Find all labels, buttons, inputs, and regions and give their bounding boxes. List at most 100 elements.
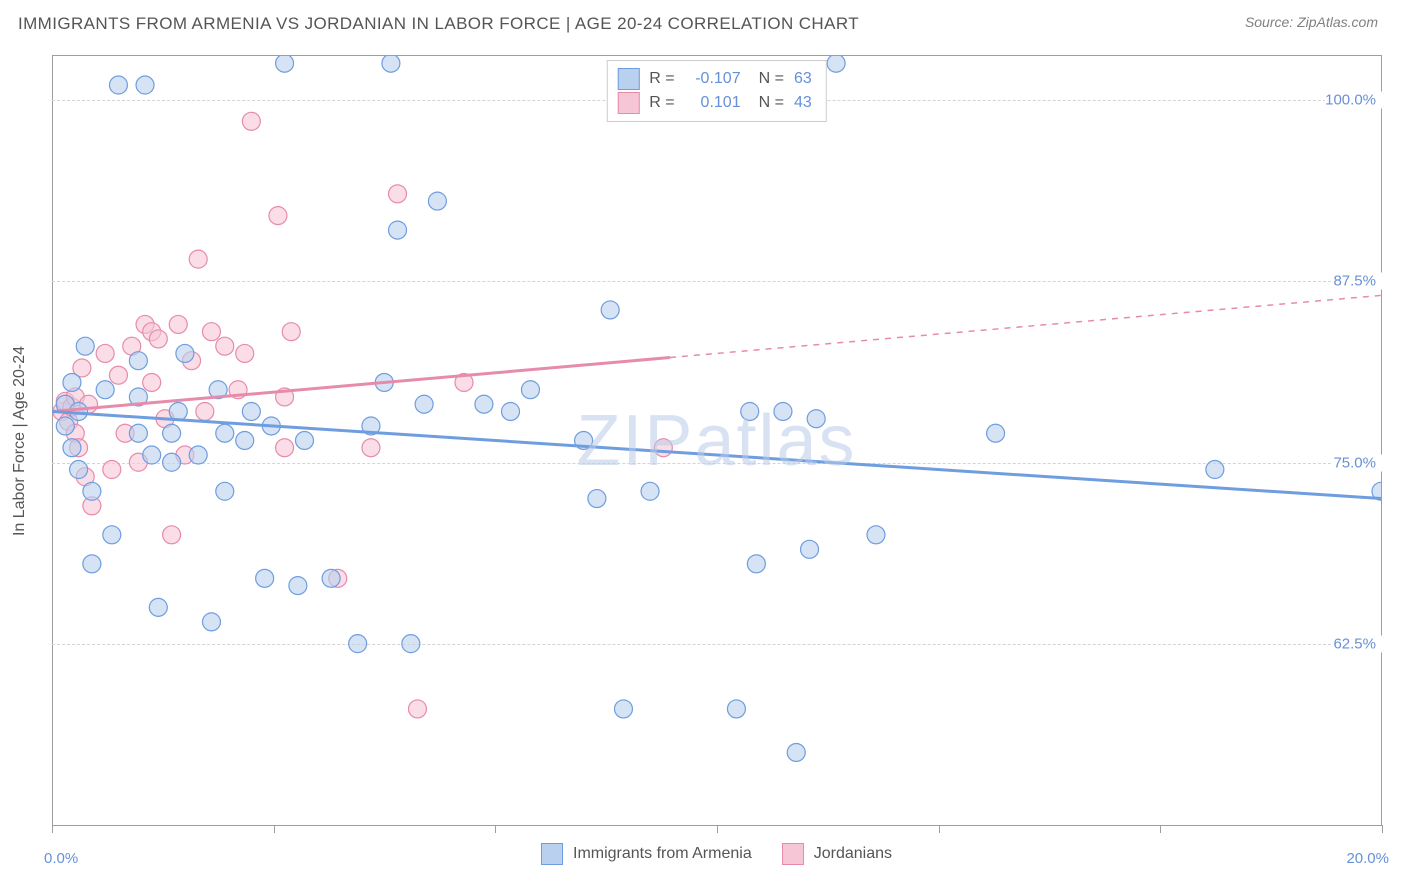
scatter-svg: [52, 56, 1381, 825]
data-point: [189, 446, 207, 464]
data-point: [149, 598, 167, 616]
data-point: [189, 250, 207, 268]
data-point: [176, 344, 194, 362]
x-tick: [52, 825, 53, 833]
data-point: [143, 446, 161, 464]
legend-correlation-row: R = -0.107 N = 63: [617, 67, 811, 91]
data-point: [216, 482, 234, 500]
n-label: N =: [759, 67, 784, 91]
data-point: [96, 344, 114, 362]
data-point: [289, 577, 307, 595]
x-tick: [1160, 825, 1161, 833]
x-tick: [1382, 825, 1383, 833]
legend-series-label: Jordanians: [814, 845, 892, 863]
data-point: [827, 56, 845, 72]
n-value: 43: [794, 91, 812, 115]
legend-swatch: [782, 843, 804, 865]
legend-correlation-row: R = 0.101 N = 43: [617, 91, 811, 115]
data-point: [83, 555, 101, 573]
data-point: [276, 56, 294, 72]
data-point: [322, 569, 340, 587]
r-label: R =: [649, 91, 674, 115]
data-point: [196, 402, 214, 420]
data-point: [163, 526, 181, 544]
data-point: [741, 402, 759, 420]
data-point: [747, 555, 765, 573]
x-tick: [939, 825, 940, 833]
legend-series-label: Immigrants from Armenia: [573, 845, 752, 863]
data-point: [169, 402, 187, 420]
data-point: [103, 526, 121, 544]
x-tick: [495, 825, 496, 833]
data-point: [282, 323, 300, 341]
data-point: [76, 337, 94, 355]
n-value: 63: [794, 67, 812, 91]
legend-swatch: [617, 68, 639, 90]
data-point: [256, 569, 274, 587]
chart-plot-area: In Labor Force | Age 20-24 62.5%75.0%87.…: [52, 55, 1382, 825]
data-point: [787, 743, 805, 761]
data-point: [163, 453, 181, 471]
data-point: [242, 112, 260, 130]
data-point: [70, 461, 88, 479]
data-point: [641, 482, 659, 500]
data-point: [521, 381, 539, 399]
data-point: [601, 301, 619, 319]
r-value: 0.101: [685, 91, 741, 115]
trend-line-extrapolated: [670, 295, 1381, 357]
data-point: [408, 700, 426, 718]
x-tick: [717, 825, 718, 833]
data-point: [389, 185, 407, 203]
x-tick: [274, 825, 275, 833]
data-point: [389, 221, 407, 239]
data-point: [143, 373, 161, 391]
data-point: [63, 439, 81, 457]
data-point: [109, 366, 127, 384]
data-point: [415, 395, 433, 413]
data-point: [987, 424, 1005, 442]
legend-swatch: [541, 843, 563, 865]
data-point: [149, 330, 167, 348]
data-point: [236, 432, 254, 450]
data-point: [109, 76, 127, 94]
data-point: [83, 482, 101, 500]
data-point: [807, 410, 825, 428]
legend-series-item: Immigrants from Armenia: [541, 843, 752, 865]
data-point: [236, 344, 254, 362]
data-point: [727, 700, 745, 718]
data-point: [362, 439, 380, 457]
data-point: [801, 540, 819, 558]
r-value: -0.107: [685, 67, 741, 91]
y-axis-label: In Labor Force | Age 20-24: [11, 345, 29, 535]
data-point: [216, 337, 234, 355]
data-point: [129, 352, 147, 370]
data-point: [349, 635, 367, 653]
data-point: [216, 424, 234, 442]
data-point: [402, 635, 420, 653]
data-point: [169, 315, 187, 333]
data-point: [276, 439, 294, 457]
data-point: [428, 192, 446, 210]
data-point: [296, 432, 314, 450]
data-point: [269, 207, 287, 225]
legend-swatch: [617, 92, 639, 114]
data-point: [96, 381, 114, 399]
data-point: [502, 402, 520, 420]
data-point: [774, 402, 792, 420]
x-axis-min-label: 0.0%: [44, 850, 78, 867]
r-label: R =: [649, 67, 674, 91]
data-point: [242, 402, 260, 420]
data-point: [63, 373, 81, 391]
data-point: [136, 76, 154, 94]
source-label: Source: ZipAtlas.com: [1245, 14, 1388, 30]
data-point: [654, 439, 672, 457]
data-point: [614, 700, 632, 718]
legend-series: Immigrants from Armenia Jordanians: [52, 843, 1381, 865]
n-label: N =: [759, 91, 784, 115]
chart-title: IMMIGRANTS FROM ARMENIA VS JORDANIAN IN …: [18, 14, 859, 34]
chart-header: IMMIGRANTS FROM ARMENIA VS JORDANIAN IN …: [0, 0, 1406, 48]
trend-line: [52, 411, 1381, 498]
data-point: [1206, 461, 1224, 479]
data-point: [867, 526, 885, 544]
data-point: [202, 613, 220, 631]
